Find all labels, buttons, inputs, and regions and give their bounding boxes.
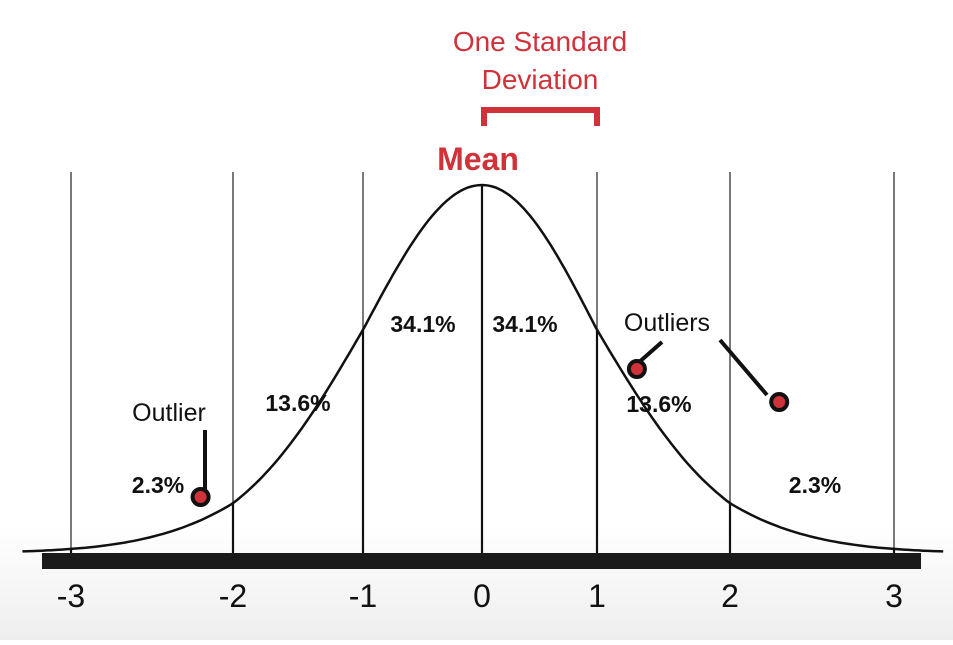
outlier-point	[769, 392, 790, 412]
x-tick-label: -1	[349, 578, 377, 614]
mean-label: Mean	[437, 141, 519, 177]
x-axis-tick-labels: -3 -2 -1 0 1 2 3	[57, 578, 903, 614]
outlier-point	[626, 359, 647, 379]
outliers-label-right: Outliers	[624, 309, 710, 337]
region-label: 2.3%	[132, 472, 184, 498]
sigma-gridlines	[69, 172, 896, 553]
region-label: 34.1%	[390, 311, 455, 337]
bell-curve-line	[22, 183, 944, 553]
outlier-points	[190, 359, 790, 507]
x-tick-label: -3	[57, 578, 85, 614]
region-label: 34.1%	[492, 311, 557, 337]
x-tick-label: 3	[885, 578, 903, 614]
title-line-2: Deviation	[482, 64, 599, 95]
region-percent-labels: 2.3% 13.6% 34.1% 34.1% 13.6% 2.3%	[132, 311, 841, 498]
x-tick-label: -2	[219, 578, 247, 614]
x-tick-label: 0	[473, 578, 491, 614]
x-tick-label: 2	[721, 578, 739, 614]
outlier-label-left: Outlier	[132, 399, 206, 427]
title-line-1: One Standard	[453, 26, 627, 57]
std-dev-bracket	[481, 107, 600, 126]
x-axis-bar	[42, 553, 921, 569]
x-tick-label: 1	[588, 578, 606, 614]
region-label: 13.6%	[265, 390, 330, 416]
region-label: 13.6%	[626, 391, 691, 417]
region-label: 2.3%	[789, 472, 841, 498]
outlier-right-pointer-2	[718, 338, 769, 397]
outlier-point	[190, 487, 211, 507]
